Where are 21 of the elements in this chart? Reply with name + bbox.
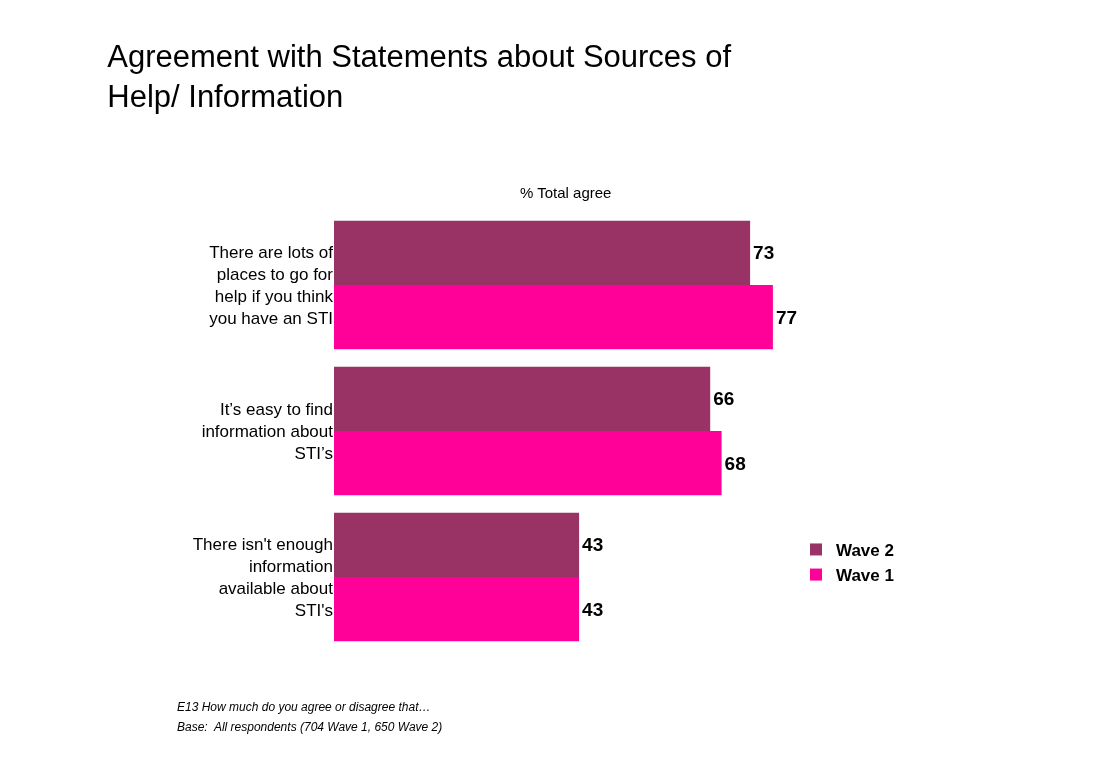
data-label: 77 [775, 306, 798, 328]
data-label: 73 [753, 242, 775, 264]
y-tick-label: There isn't enough information available about STI's [192, 534, 334, 621]
data-label: 68 [724, 452, 746, 474]
legend-label: Wave 2 [836, 541, 894, 561]
text: E13 How much do you agree or disagree that… [177, 700, 431, 714]
text: Base: All respondents (704 Wave 1, 650 Wave 2) [177, 720, 443, 734]
bar [334, 577, 580, 642]
chart-subtitle: % Total agree [520, 184, 612, 201]
y-tick-label: There are lots of places to go for help if you think you have an STI [209, 242, 334, 329]
data-label: 66 [713, 388, 735, 410]
bar [334, 366, 711, 431]
bar [334, 285, 773, 350]
chart-title: Agreement with Statements about Sources of Help/ Information [107, 38, 732, 114]
bar [334, 512, 580, 577]
y-tick-label: It’s easy to find information about STI’s [201, 399, 334, 464]
bar [334, 431, 722, 496]
bar [334, 220, 751, 285]
data-label: 43 [582, 598, 604, 620]
data-label: 43 [582, 534, 604, 556]
legend-label: Wave 1 [836, 566, 894, 586]
